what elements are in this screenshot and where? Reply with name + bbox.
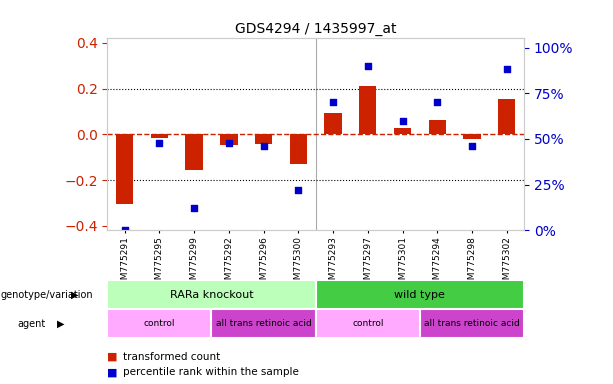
- Bar: [289, 134, 307, 164]
- Point: [120, 227, 129, 233]
- FancyBboxPatch shape: [420, 309, 524, 338]
- Point: [363, 63, 373, 69]
- Point: [224, 139, 234, 146]
- Bar: [255, 134, 272, 144]
- Bar: [463, 134, 481, 139]
- Point: [328, 99, 338, 106]
- Text: control: control: [143, 319, 175, 328]
- Point: [467, 143, 477, 149]
- Text: genotype/variation: genotype/variation: [1, 290, 93, 300]
- Bar: [185, 134, 203, 170]
- Text: all trans retinoic acid: all trans retinoic acid: [216, 319, 311, 328]
- Title: GDS4294 / 1435997_at: GDS4294 / 1435997_at: [235, 22, 397, 36]
- Point: [398, 118, 408, 124]
- Text: transformed count: transformed count: [123, 352, 220, 362]
- Bar: [428, 119, 446, 134]
- FancyBboxPatch shape: [316, 309, 420, 338]
- Point: [259, 143, 268, 149]
- FancyBboxPatch shape: [107, 309, 211, 338]
- Text: ■: ■: [107, 352, 118, 362]
- Bar: [394, 127, 411, 134]
- Text: all trans retinoic acid: all trans retinoic acid: [424, 319, 520, 328]
- Bar: [116, 134, 134, 204]
- FancyBboxPatch shape: [211, 309, 316, 338]
- Bar: [151, 134, 168, 138]
- Bar: [498, 99, 516, 134]
- FancyBboxPatch shape: [107, 280, 316, 309]
- Text: ▶: ▶: [57, 318, 64, 329]
- Text: agent: agent: [17, 318, 45, 329]
- Point: [154, 139, 164, 146]
- Text: percentile rank within the sample: percentile rank within the sample: [123, 367, 299, 377]
- Bar: [359, 86, 376, 134]
- Bar: [324, 113, 341, 134]
- Point: [432, 99, 442, 106]
- Point: [189, 205, 199, 212]
- Point: [294, 187, 303, 193]
- FancyBboxPatch shape: [316, 280, 524, 309]
- Text: RARa knockout: RARa knockout: [170, 290, 253, 300]
- Point: [502, 66, 512, 73]
- Bar: [220, 134, 237, 145]
- Text: ▶: ▶: [71, 290, 78, 300]
- Text: wild type: wild type: [395, 290, 445, 300]
- Text: control: control: [352, 319, 384, 328]
- Text: ■: ■: [107, 367, 118, 377]
